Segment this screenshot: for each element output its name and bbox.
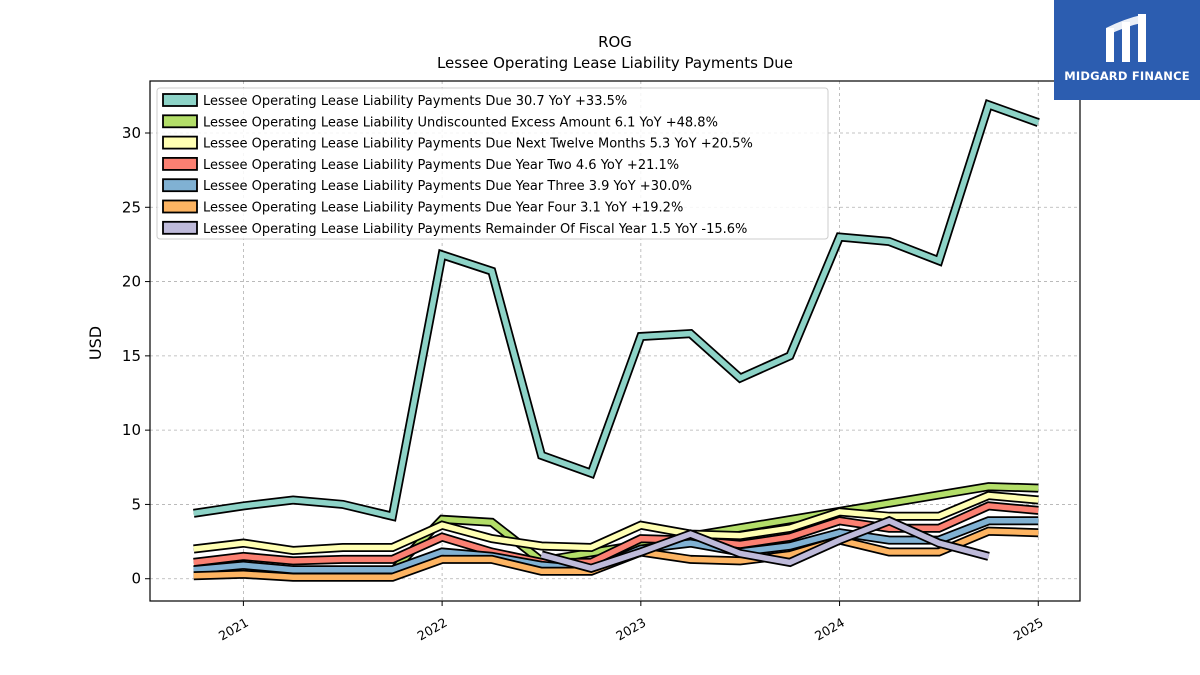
series-3 <box>193 490 1039 556</box>
legend-swatch <box>162 220 198 235</box>
legend-swatch <box>162 114 198 129</box>
legend-label: Lessee Operating Lease Liability Payment… <box>203 179 692 194</box>
x-tick-label: 2025 <box>1011 615 1046 644</box>
y-tick-label: 10 <box>122 421 141 439</box>
x-tick-label: 2024 <box>812 615 847 644</box>
y-tick-label: 15 <box>122 347 141 365</box>
series-line <box>193 101 1040 520</box>
legend-label: Lessee Operating Lease Liability Payment… <box>203 201 683 216</box>
y-tick-label: 5 <box>131 495 141 513</box>
series-7 <box>540 515 990 573</box>
series-line <box>193 492 1039 554</box>
y-axis-label: USD <box>86 326 105 360</box>
logo-text: MIDGARD FINANCE <box>1064 69 1190 83</box>
legend-swatch <box>162 135 198 150</box>
legend-swatch <box>162 93 198 107</box>
series-1 <box>193 98 1040 522</box>
legend: Lessee Operating Lease Liability Payment… <box>156 87 829 240</box>
y-tick-label: 0 <box>131 570 141 588</box>
legend-swatch <box>162 178 198 193</box>
series-lines <box>193 98 1040 582</box>
chart-subtitle: Lessee Operating Lease Liability Payment… <box>437 54 793 72</box>
legend-label: Lessee Operating Lease Liability Payment… <box>203 137 753 152</box>
logo-mark-icon <box>1106 14 1146 62</box>
y-tick-label: 25 <box>122 198 141 216</box>
chart-title: ROG <box>598 33 632 51</box>
legend-label: Lessee Operating Lease Liability Payment… <box>203 94 627 109</box>
legend-label: Lessee Operating Lease Liability Undisco… <box>203 115 718 130</box>
legend-box <box>156 87 829 240</box>
legend-label: Lessee Operating Lease Liability Payment… <box>203 222 747 237</box>
legend-label: Lessee Operating Lease Liability Payment… <box>203 158 679 173</box>
legend-swatch <box>162 156 198 171</box>
x-tick-label: 2022 <box>415 615 450 644</box>
legend-swatch <box>162 199 198 214</box>
series-line <box>540 517 990 572</box>
x-tick-label: 2023 <box>613 615 648 644</box>
x-tick-label: 2021 <box>216 615 251 644</box>
midgard-finance-logo: MIDGARD FINANCE <box>1054 0 1200 100</box>
plot-area <box>149 80 1081 602</box>
y-tick-label: 30 <box>122 124 141 142</box>
y-tick-label: 20 <box>122 273 141 291</box>
